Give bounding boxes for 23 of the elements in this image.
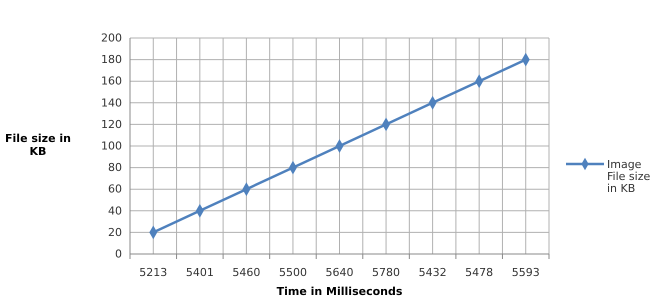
x-tick-label: 5640: [326, 266, 354, 279]
y-tick-label: 120: [101, 118, 122, 131]
x-tick-label: 5500: [278, 266, 307, 279]
y-tick-label: 140: [101, 96, 122, 110]
y-tick-label: 200: [101, 32, 122, 45]
y-tick-label: 60: [108, 182, 122, 196]
y-tick-label: 80: [108, 161, 122, 174]
y-tick-label: 40: [108, 204, 122, 218]
x-tick-label: 5460: [232, 266, 260, 279]
y-tick-label: 0: [115, 248, 122, 261]
y-tick-label: 100: [101, 140, 122, 153]
x-tick-label: 5213: [139, 266, 168, 279]
y-tick-label: 20: [108, 226, 122, 239]
x-tick-label: 5780: [372, 266, 400, 279]
y-tick-label: 180: [101, 53, 122, 66]
y-axis-title: File size in KB: [5, 132, 71, 158]
x-tick-label: 5401: [186, 266, 214, 279]
legend-label: Image File size in KB: [607, 158, 650, 195]
x-axis-title: Time in Milliseconds: [276, 285, 403, 298]
y-tick-label: 160: [101, 74, 122, 88]
x-tick-label: 5432: [418, 266, 447, 279]
x-tick-label: 5593: [512, 266, 540, 279]
x-tick-label: 5478: [465, 266, 494, 279]
